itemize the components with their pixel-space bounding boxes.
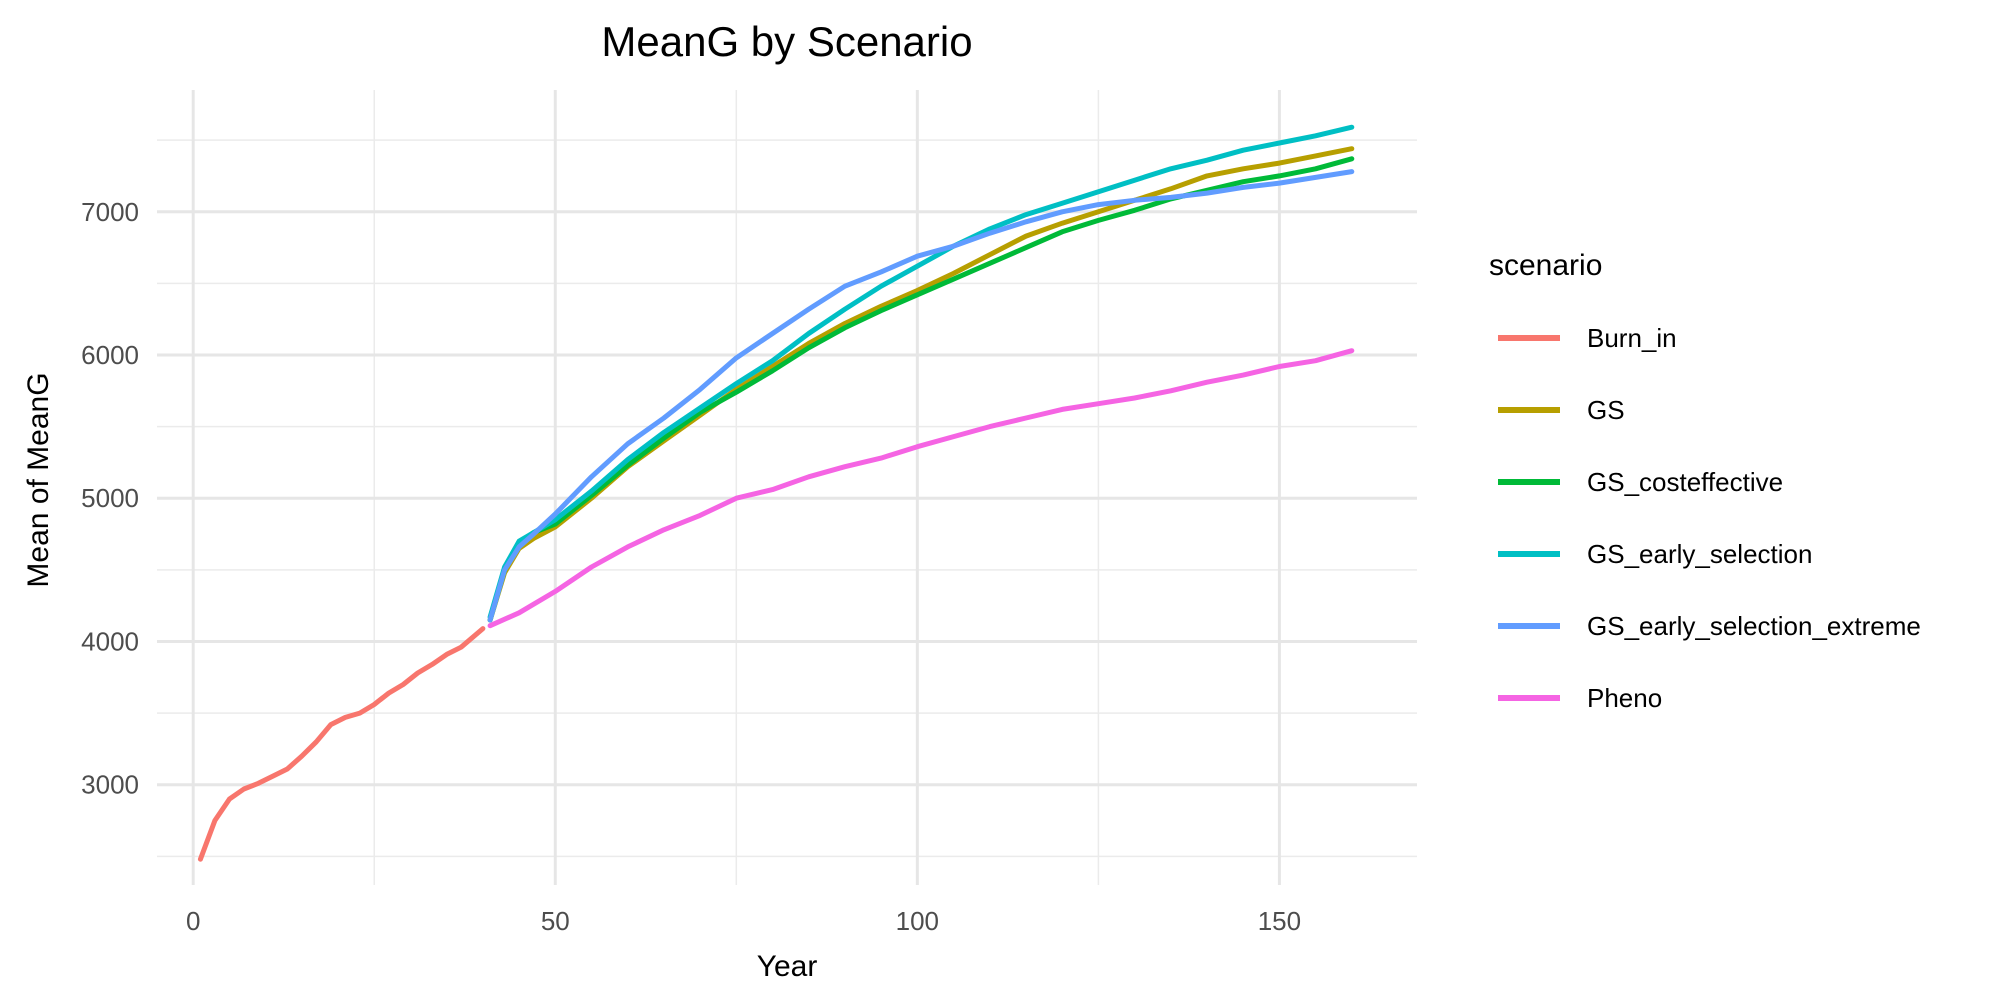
legend-title: scenario bbox=[1489, 249, 1602, 282]
series-line-burn-in bbox=[197, 626, 486, 862]
legend-label: Pheno bbox=[1587, 683, 1662, 713]
x-tick-label: 150 bbox=[1258, 906, 1301, 936]
x-tick-label: 0 bbox=[186, 906, 200, 936]
tick-labels: 0 50 100 150 3000 4000 5000 6000 7000 bbox=[81, 197, 1301, 936]
y-tick-label: 3000 bbox=[81, 770, 139, 800]
legend-label: Burn_in bbox=[1587, 323, 1677, 353]
x-tick-label: 50 bbox=[541, 906, 570, 936]
x-axis-title: Year bbox=[757, 950, 818, 983]
legend-label: GS_costeffective bbox=[1587, 467, 1783, 497]
series-lines bbox=[197, 124, 1355, 862]
y-tick-label: 7000 bbox=[81, 197, 139, 227]
legend-label: GS bbox=[1587, 395, 1625, 425]
series-line-gs-early-selection-extreme bbox=[487, 169, 1355, 623]
legend: scenario Burn_in GS GS_costeffective GS_ear… bbox=[1489, 249, 1921, 713]
legend-label: GS_early_selection_extreme bbox=[1587, 611, 1921, 641]
y-tick-label: 5000 bbox=[81, 483, 139, 513]
grid bbox=[157, 90, 1417, 885]
y-tick-label: 6000 bbox=[81, 340, 139, 370]
legend-label: GS_early_selection bbox=[1587, 539, 1812, 569]
chart-title: MeanG by Scenario bbox=[601, 18, 972, 65]
y-axis-title: Mean of MeanG bbox=[22, 372, 55, 587]
series-line-pheno bbox=[487, 348, 1355, 629]
y-tick-label: 4000 bbox=[81, 626, 139, 656]
x-tick-label: 100 bbox=[896, 906, 939, 936]
series-line-gs-early-selection bbox=[487, 124, 1355, 620]
